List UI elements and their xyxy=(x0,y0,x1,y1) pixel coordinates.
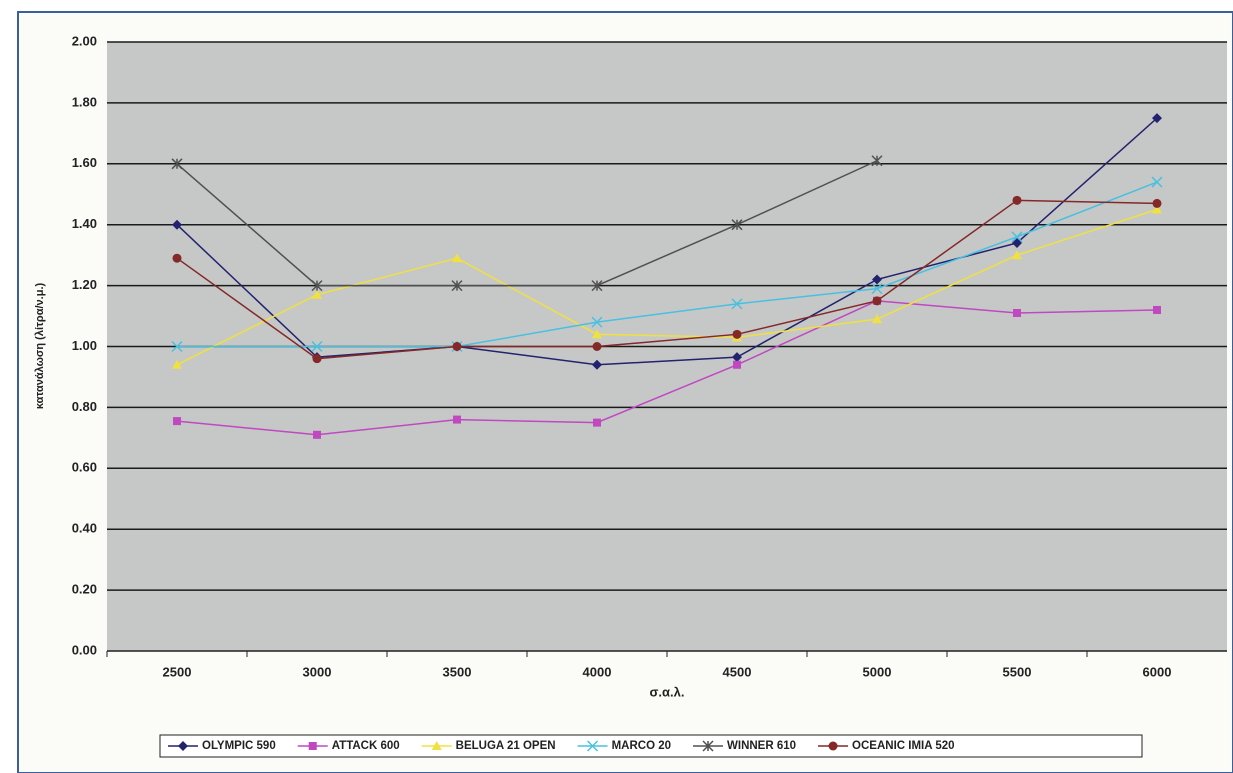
marker xyxy=(1012,237,1022,248)
marker xyxy=(178,741,188,751)
marker xyxy=(1012,195,1022,205)
marker xyxy=(587,740,599,752)
marker xyxy=(1152,113,1162,124)
marker xyxy=(173,417,181,426)
x-tick-label: 5500 xyxy=(1003,664,1032,679)
marker xyxy=(1151,176,1163,188)
legend xyxy=(159,734,1143,758)
marker xyxy=(172,219,182,230)
marker xyxy=(732,329,742,339)
marker xyxy=(452,253,462,263)
marker xyxy=(1153,305,1161,314)
marker xyxy=(732,352,742,363)
marker xyxy=(312,354,322,364)
series-line xyxy=(176,199,1158,360)
marker xyxy=(592,329,602,339)
x-tick-label: 3500 xyxy=(443,664,472,679)
y-axis-label: κατανάλωση (λίτρα/ν.μ.) xyxy=(34,282,46,409)
y-tick-label: 0.80 xyxy=(72,399,97,414)
x-tick-label: 6000 xyxy=(1143,664,1172,679)
marker xyxy=(308,742,317,750)
y-tick-label: 1.00 xyxy=(72,338,97,353)
marker xyxy=(172,359,182,369)
x-tick-label: 2500 xyxy=(163,664,192,679)
legend-label: OCEANIC IMIA 520 xyxy=(852,740,954,752)
marker xyxy=(311,280,323,292)
marker xyxy=(872,296,882,306)
marker xyxy=(1012,250,1022,260)
y-tick-label: 1.40 xyxy=(72,216,97,231)
marker xyxy=(702,740,714,752)
x-tick-label: 4000 xyxy=(583,664,612,679)
marker xyxy=(592,359,602,370)
y-tick-label: 2.00 xyxy=(72,33,97,48)
y-tick-label: 0.00 xyxy=(72,642,97,657)
series-line xyxy=(177,181,1158,348)
y-tick-label: 1.60 xyxy=(72,155,97,170)
x-tick-label: 3000 xyxy=(303,664,332,679)
marker xyxy=(451,280,463,292)
marker xyxy=(731,219,743,231)
marker xyxy=(591,316,603,328)
marker xyxy=(1152,204,1162,214)
x-tick-label: 4500 xyxy=(723,664,752,679)
legend-label: MARCO 20 xyxy=(612,740,671,752)
x-tick-label: 5000 xyxy=(863,664,892,679)
series-line xyxy=(176,160,878,287)
y-tick-label: 1.20 xyxy=(72,277,97,292)
y-tick-label: 1.80 xyxy=(72,94,97,109)
marker xyxy=(591,280,603,292)
marker xyxy=(452,342,462,351)
marker xyxy=(312,289,322,299)
marker xyxy=(431,741,442,750)
marker xyxy=(1152,198,1162,208)
marker xyxy=(871,155,883,167)
series-line xyxy=(176,208,1158,366)
marker xyxy=(453,415,461,424)
y-tick-label: 0.40 xyxy=(72,521,97,536)
marker xyxy=(828,741,838,751)
series-line xyxy=(176,117,1158,366)
marker xyxy=(872,274,882,285)
y-tick-label: 0.20 xyxy=(72,582,97,597)
marker xyxy=(171,340,183,353)
legend-label: BELUGA 21 OPEN xyxy=(456,740,556,752)
x-axis-label: σ.α.λ. xyxy=(650,684,685,699)
marker xyxy=(592,342,602,351)
y-tick-label: 0.60 xyxy=(72,460,97,475)
marker xyxy=(1013,309,1021,318)
marker xyxy=(733,360,741,369)
marker xyxy=(172,253,182,263)
legend-label: ATTACK 600 xyxy=(332,740,400,752)
legend-label: OLYMPIC 590 xyxy=(202,740,276,752)
marker xyxy=(871,283,883,295)
marker xyxy=(1011,231,1023,243)
marker xyxy=(872,314,882,324)
marker xyxy=(171,158,183,170)
marker xyxy=(313,430,321,439)
marker xyxy=(731,298,743,310)
marker xyxy=(593,418,601,427)
series-line xyxy=(176,300,1158,436)
marker xyxy=(311,340,323,353)
legend-label: WINNER 610 xyxy=(727,740,796,752)
